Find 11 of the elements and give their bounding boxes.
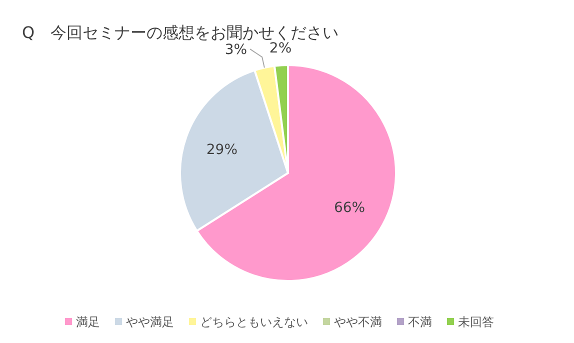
legend-label: 未回答 [458,315,494,329]
legend-label: 不満 [408,315,432,329]
legend-label: どちらともいえない [200,315,308,329]
data-label: 29% [206,142,238,158]
data-label: 2% [269,40,292,56]
legend-label: やや不満 [334,315,382,329]
data-label: 3% [224,42,248,58]
chart-title: Q 今回セミナーの感想をお聞かせください [22,23,339,42]
data-label: 66% [334,200,366,216]
legend-label: やや満足 [126,315,174,329]
legend-label: 満足 [76,315,100,329]
